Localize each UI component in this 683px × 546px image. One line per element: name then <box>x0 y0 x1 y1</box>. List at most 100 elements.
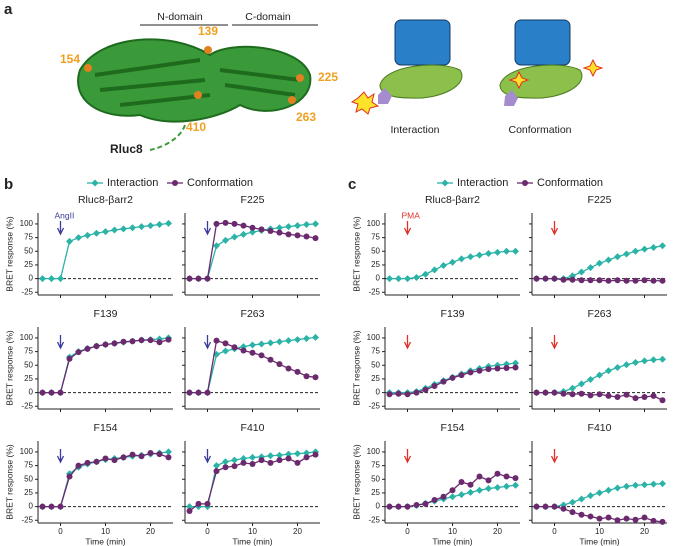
stimulus-arrow <box>56 221 65 236</box>
data-point <box>57 503 64 510</box>
data-point <box>614 484 621 492</box>
y-tick-label: 50 <box>371 246 380 255</box>
data-point <box>512 475 519 482</box>
stimulus-arrow <box>203 449 212 464</box>
data-point <box>93 458 100 465</box>
bret-flash <box>350 91 380 115</box>
data-point <box>312 333 319 341</box>
data-point <box>285 455 292 462</box>
data-point <box>512 247 519 255</box>
data-point <box>249 460 256 467</box>
data-point <box>276 457 283 464</box>
data-point <box>222 236 229 244</box>
data-point <box>240 459 247 466</box>
y-tick-label: 75 <box>24 461 33 470</box>
data-point <box>222 219 229 226</box>
data-point <box>476 473 483 480</box>
data-point <box>467 253 474 261</box>
data-point <box>276 229 283 236</box>
data-point <box>240 222 247 229</box>
data-point <box>75 349 82 356</box>
domain-label: C-domain <box>245 11 291 23</box>
data-point <box>204 500 211 507</box>
data-point <box>285 223 292 231</box>
data-point <box>578 511 585 518</box>
y-tick-label: 75 <box>371 461 380 470</box>
data-point <box>39 275 46 283</box>
y-tick-label: -25 <box>368 287 380 296</box>
data-point <box>258 340 265 348</box>
data-point <box>111 226 118 234</box>
data-point <box>650 243 657 251</box>
x-tick-label: 10 <box>248 527 257 536</box>
data-point <box>156 451 163 458</box>
data-point <box>75 234 82 242</box>
data-point <box>386 503 393 510</box>
data-point <box>659 480 666 488</box>
data-point <box>39 503 46 510</box>
y-axis-label: BRET response (%) <box>4 216 14 292</box>
chart-title: F139 <box>441 308 465 320</box>
y-tick-label: 25 <box>371 488 380 497</box>
data-point <box>231 233 238 241</box>
data-point <box>102 341 109 348</box>
x-axis-label: Time (min) <box>579 536 619 546</box>
data-point <box>467 481 474 488</box>
legend-label: Conformation <box>537 177 603 189</box>
data-point <box>312 220 319 228</box>
data-point <box>587 492 594 500</box>
data-point <box>623 277 630 284</box>
data-point <box>596 489 603 497</box>
data-point <box>57 275 64 283</box>
y-tick-label: 100 <box>20 333 34 342</box>
data-point <box>267 459 274 466</box>
data-point <box>569 384 576 392</box>
rluc <box>504 90 518 106</box>
data-point <box>404 275 411 283</box>
site <box>288 96 296 104</box>
data-point <box>431 497 438 504</box>
x-tick-label: 20 <box>293 527 302 536</box>
data-point <box>258 226 265 233</box>
data-point <box>213 220 220 227</box>
data-point <box>623 482 630 490</box>
data-point <box>165 454 172 461</box>
data-point <box>84 231 91 239</box>
site <box>84 64 92 72</box>
data-point <box>285 231 292 238</box>
y-tick-label: -25 <box>368 401 380 410</box>
data-point <box>138 453 145 460</box>
data-point <box>294 232 301 239</box>
data-point <box>120 338 127 345</box>
data-point <box>102 455 109 462</box>
y-axis-label: BRET response (%) <box>351 216 361 292</box>
data-point <box>276 451 283 459</box>
data-point <box>440 261 447 269</box>
data-point <box>578 268 585 276</box>
data-point <box>249 453 256 461</box>
data-point <box>66 355 73 362</box>
data-point <box>587 392 594 399</box>
data-point <box>578 390 585 397</box>
data-point <box>440 378 447 385</box>
data-point <box>57 389 64 396</box>
data-point <box>422 386 429 393</box>
data-point <box>659 397 666 404</box>
data-point <box>587 264 594 272</box>
y-tick-label: -25 <box>21 401 33 410</box>
data-point <box>195 275 202 282</box>
data-point <box>267 228 274 235</box>
data-point <box>605 392 612 399</box>
data-point <box>231 456 238 464</box>
x-tick-label: 0 <box>405 527 410 536</box>
data-point <box>303 220 310 228</box>
data-point <box>485 485 492 493</box>
stimulus-arrow <box>550 335 559 350</box>
data-point <box>512 359 519 367</box>
data-point <box>650 517 657 524</box>
stimulus-arrow <box>56 449 65 464</box>
data-point <box>120 225 127 233</box>
data-point <box>596 277 603 284</box>
data-point <box>533 503 540 510</box>
annotation: AngII <box>55 210 75 220</box>
